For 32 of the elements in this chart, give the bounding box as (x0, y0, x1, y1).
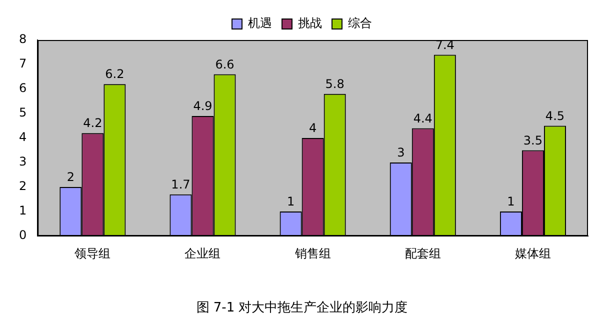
data-label: 1.7 (171, 177, 190, 192)
y-tick-label: 7 (18, 56, 27, 71)
text: 图 7-1 对大中拖生产企业的影响力度 (196, 300, 408, 316)
data-label: 4.5 (545, 108, 565, 123)
data-label: 4.4 (413, 111, 432, 126)
y-tick-label: 2 (18, 179, 27, 194)
data-label: 1 (507, 194, 515, 209)
y-tick-label: 6 (18, 81, 27, 96)
x-tick-label: 销售组 (294, 246, 331, 260)
data-label: 4.2 (83, 116, 102, 130)
x-tick-label: 媒体组 (514, 246, 551, 260)
data-label: 2 (66, 170, 74, 184)
x-tick-label: 企业组 (184, 246, 221, 260)
data-label: 4 (308, 121, 317, 136)
legend-label: 挑战 (298, 16, 322, 30)
x-tick-label: 配套组 (404, 246, 441, 260)
data-label: 3 (397, 146, 405, 160)
data-label: 6.6 (215, 57, 234, 72)
y-tick-label: 3 (18, 154, 27, 169)
y-tick-label: 1 (18, 204, 27, 218)
data-label: 1 (286, 194, 295, 209)
legend-label: 综合 (348, 16, 372, 30)
data-label: 4.9 (193, 99, 212, 114)
y-tick-label: 4 (18, 130, 27, 144)
y-tick-label: 5 (18, 106, 27, 120)
data-label: 3.5 (523, 133, 543, 148)
data-label: 6.2 (105, 67, 124, 82)
data-label: 5.8 (325, 77, 344, 92)
legend-label: 机遇 (248, 16, 272, 30)
x-tick-label: 领导组 (74, 246, 111, 260)
y-tick-label: 0 (18, 228, 27, 242)
y-tick-label: 8 (18, 32, 27, 46)
